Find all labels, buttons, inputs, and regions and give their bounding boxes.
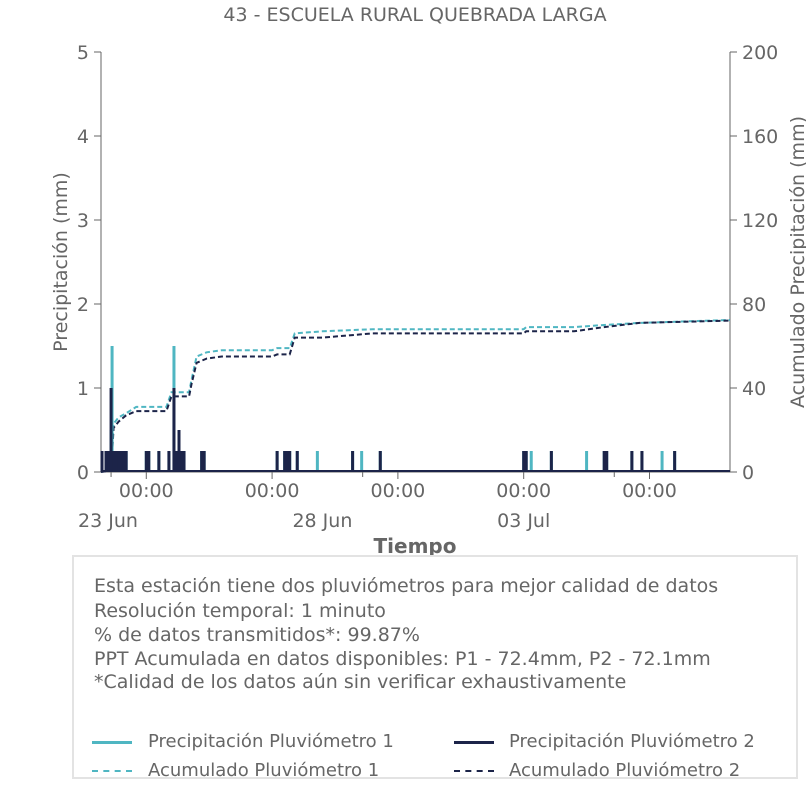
x-date-label: 28 Jun bbox=[292, 510, 352, 532]
legend-label-a2: Acumulado Pluviómetro 2 bbox=[509, 760, 741, 781]
legend-swatch-p2 bbox=[454, 741, 494, 744]
y-tick-label-left: 1 bbox=[77, 378, 89, 400]
info-dual-gauge: Esta estación tiene dos pluviómetros par… bbox=[94, 575, 719, 597]
x-ticks: 00:00 00:00 00:00 00:00 00:00 23 Jun 28 Jun 03 … bbox=[78, 472, 677, 532]
y-tick-label-left: 3 bbox=[77, 210, 89, 232]
rainfall-chart: 43 - ESCUELA RURAL QUEBRADA LARGA 0 1 2 3 4 5… bbox=[50, 4, 806, 556]
x-tick-label: 00:00 bbox=[245, 480, 300, 502]
x-tick-label: 00:00 bbox=[119, 480, 174, 502]
info-resolution: Resolución temporal: 1 minuto bbox=[94, 600, 386, 622]
info-transmitted: % de datos transmitidos*: 99.87% bbox=[94, 624, 420, 646]
x-date-label: 03 Jul bbox=[497, 510, 550, 532]
info-quality-note: *Calidad de los datos aún sin verificar … bbox=[94, 671, 627, 693]
x-date-label: 23 Jun bbox=[78, 510, 138, 532]
y-tick-label-right: 0 bbox=[742, 462, 754, 484]
y-tick-label-left: 5 bbox=[77, 42, 89, 64]
x-axis-label: Tiempo bbox=[374, 534, 457, 556]
legend-label-p1: Precipitación Pluviómetro 1 bbox=[148, 731, 394, 752]
info-panel: Esta estación tiene dos pluviómetros par… bbox=[72, 555, 798, 781]
y-tick-label-right: 120 bbox=[742, 210, 778, 232]
cumulative-line-2 bbox=[100, 319, 731, 473]
legend-label-p2: Precipitación Pluviómetro 2 bbox=[509, 731, 755, 752]
y-tick-label-right: 40 bbox=[742, 378, 766, 400]
chart-title: 43 - ESCUELA RURAL QUEBRADA LARGA bbox=[223, 4, 606, 26]
y-tick-label-left: 0 bbox=[77, 462, 89, 484]
y-tick-label-left: 4 bbox=[77, 126, 89, 148]
y-ticks-left: 0 1 2 3 4 5 bbox=[77, 42, 101, 484]
y-tick-label-right: 160 bbox=[742, 126, 778, 148]
y-tick-label-right: 80 bbox=[742, 294, 766, 316]
legend-swatch-a1 bbox=[92, 770, 132, 772]
x-tick-label: 00:00 bbox=[622, 480, 677, 502]
info-accumulated: PPT Acumulada en datos disponibles: P1 -… bbox=[94, 648, 711, 670]
y-ticks-right: 0 40 80 120 160 200 bbox=[730, 42, 778, 484]
x-tick-label: 00:00 bbox=[371, 480, 426, 502]
y-tick-label-right: 200 bbox=[742, 42, 778, 64]
y-tick-label-left: 2 bbox=[77, 294, 89, 316]
y-axis-label-right: Acumulado Precipitación (mm) bbox=[787, 116, 806, 408]
legend-label-a1: Acumulado Pluviómetro 1 bbox=[148, 760, 380, 781]
cumulative-line-1 bbox=[100, 318, 731, 473]
legend-swatch-p1 bbox=[92, 741, 132, 744]
x-tick-label: 00:00 bbox=[496, 480, 551, 502]
y-axis-label-left: Precipitación (mm) bbox=[50, 172, 72, 352]
series-layer bbox=[100, 318, 731, 473]
legend-swatch-a2 bbox=[454, 770, 494, 772]
